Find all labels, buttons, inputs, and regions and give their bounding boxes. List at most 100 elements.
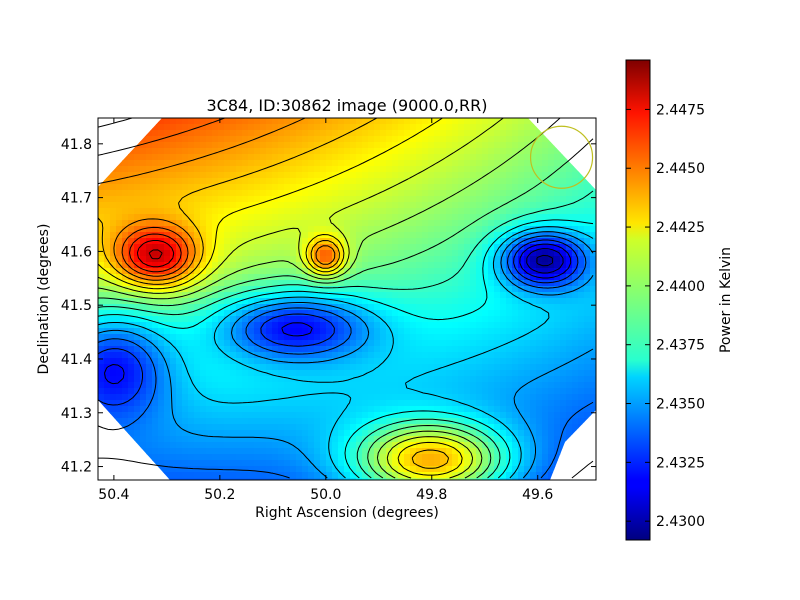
heatmap-cell	[230, 364, 237, 371]
heatmap-cell	[446, 130, 453, 137]
heatmap-cell	[122, 250, 129, 257]
heatmap-cell	[404, 382, 411, 389]
heatmap-cell	[392, 148, 399, 155]
heatmap-cell	[338, 328, 345, 335]
heatmap-cell	[542, 418, 549, 425]
heatmap-cell	[248, 310, 255, 317]
heatmap-cell	[230, 436, 237, 443]
heatmap-cell	[290, 406, 297, 413]
heatmap-cell	[314, 412, 321, 419]
heatmap-cell	[152, 220, 159, 227]
heatmap-cell	[194, 118, 201, 125]
heatmap-cell	[428, 214, 435, 221]
heatmap-cell	[458, 328, 465, 335]
heatmap-cell	[194, 310, 201, 317]
heatmap-cell	[332, 184, 339, 191]
heatmap-cell	[176, 400, 183, 407]
heatmap-cell	[224, 454, 231, 461]
heatmap-cell	[560, 292, 567, 299]
heatmap-cell	[206, 382, 213, 389]
heatmap-cell	[98, 436, 105, 443]
heatmap-cell	[278, 202, 285, 209]
heatmap-cell	[386, 166, 393, 173]
heatmap-cell	[218, 172, 225, 179]
heatmap-cell	[320, 340, 327, 347]
heatmap-cell	[296, 364, 303, 371]
heatmap-cell	[242, 130, 249, 137]
heatmap-cell	[122, 124, 129, 131]
heatmap-cell	[290, 328, 297, 335]
heatmap-cell	[416, 244, 423, 251]
heatmap-cell	[176, 478, 183, 480]
heatmap-cell	[266, 196, 273, 203]
heatmap-cell	[308, 184, 315, 191]
heatmap-cell	[302, 136, 309, 143]
heatmap-cell	[128, 244, 135, 251]
heatmap-cell	[392, 184, 399, 191]
heatmap-cell	[434, 190, 441, 197]
heatmap-cell	[362, 442, 369, 449]
heatmap-cell	[206, 136, 213, 143]
heatmap-cell	[290, 412, 297, 419]
heatmap-cell	[98, 118, 105, 125]
heatmap-cell	[140, 352, 147, 359]
heatmap-cell	[140, 178, 147, 185]
heatmap-cell	[314, 418, 321, 425]
heatmap-cell	[506, 184, 513, 191]
heatmap-cell	[584, 334, 591, 341]
heatmap-cell	[548, 148, 555, 155]
heatmap-cell	[404, 460, 411, 467]
heatmap-cell	[482, 130, 489, 137]
heatmap-cell	[116, 358, 123, 365]
heatmap-cell	[116, 478, 123, 480]
heatmap-cell	[320, 124, 327, 131]
heatmap-cell	[170, 118, 177, 125]
heatmap-cell	[428, 232, 435, 239]
heatmap-cell	[170, 262, 177, 269]
heatmap-cell	[140, 268, 147, 275]
heatmap-cell	[386, 124, 393, 131]
heatmap-cell	[218, 340, 225, 347]
heatmap-cell	[368, 220, 375, 227]
heatmap-cell	[290, 178, 297, 185]
heatmap-cell	[98, 418, 105, 425]
heatmap-cell	[170, 190, 177, 197]
heatmap-cell	[506, 292, 513, 299]
heatmap-cell	[248, 370, 255, 377]
heatmap-cell	[494, 442, 501, 449]
heatmap-cell	[392, 454, 399, 461]
heatmap-cell	[476, 166, 483, 173]
heatmap-cell	[296, 412, 303, 419]
heatmap-cell	[536, 148, 543, 155]
heatmap-cell	[164, 424, 171, 431]
heatmap-cell	[482, 286, 489, 293]
heatmap-cell	[260, 238, 267, 245]
heatmap-cell	[176, 418, 183, 425]
heatmap-cell	[488, 232, 495, 239]
heatmap-cell	[482, 424, 489, 431]
heatmap-cell	[308, 172, 315, 179]
heatmap-cell	[488, 454, 495, 461]
heatmap-cell	[386, 418, 393, 425]
heatmap-cell	[284, 274, 291, 281]
heatmap-cell	[482, 160, 489, 167]
heatmap-cell	[236, 340, 243, 347]
heatmap-cell	[134, 280, 141, 287]
heatmap-cell	[278, 454, 285, 461]
heatmap-cell	[326, 358, 333, 365]
heatmap-cell	[332, 430, 339, 437]
heatmap-cell	[218, 232, 225, 239]
heatmap-cell	[338, 262, 345, 269]
heatmap-cell	[362, 364, 369, 371]
heatmap-cell	[356, 454, 363, 461]
heatmap-cell	[170, 142, 177, 149]
heatmap-cell	[362, 370, 369, 377]
heatmap-cell	[290, 346, 297, 353]
heatmap-cell	[248, 118, 255, 125]
heatmap-cell	[356, 154, 363, 161]
heatmap-cell	[218, 178, 225, 185]
heatmap-cell	[386, 364, 393, 371]
heatmap-cell	[176, 196, 183, 203]
heatmap-cell	[572, 394, 579, 401]
heatmap-cell	[416, 436, 423, 443]
